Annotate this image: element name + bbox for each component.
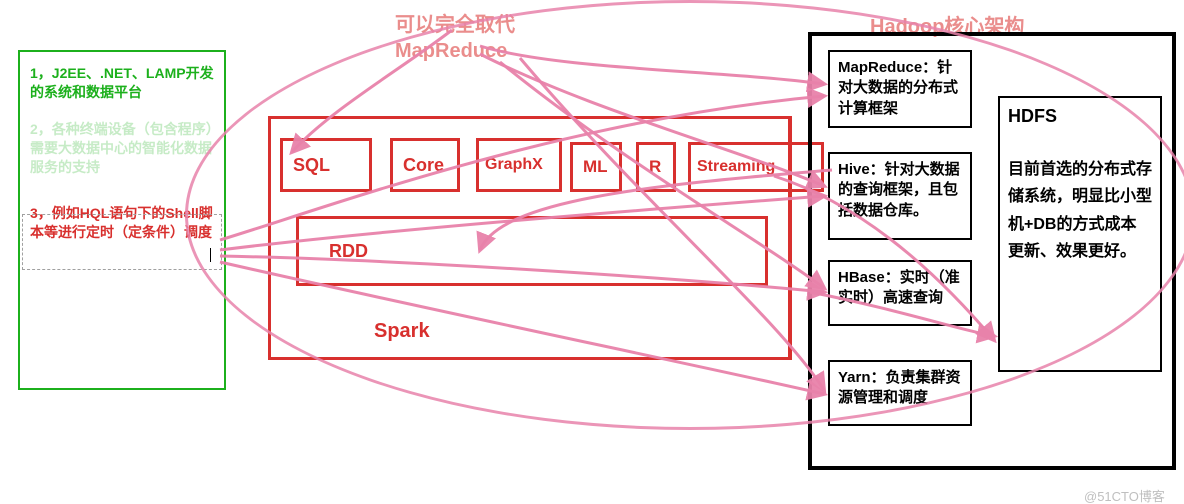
spark-module-core: Core [390,138,460,192]
selection-box [22,214,222,270]
left-item-2: 2，各种终端设备（包含程序）需要大数据中心的智能化数据服务的支持 [30,120,214,177]
spark-module-label: ML [583,157,608,177]
diagram-canvas: 1，J2EE、.NET、LAMP开发的系统和数据平台 2，各种终端设备（包含程序… [0,0,1184,504]
spark-module-label: R [649,157,661,177]
spark-rdd-label: RDD [329,241,368,262]
hadoop-box-hbase: HBase：实时（准实时）高速查询 [828,260,972,326]
hadoop-box-text: HBase：实时（准实时）高速查询 [838,269,960,306]
hadoop-box-mapreduce: MapReduce：针对大数据的分布式计算框架 [828,50,972,128]
spark-module-graphx: GraphX [476,138,562,192]
spark-module-sql: SQL [280,138,372,192]
spark-module-label: Core [403,155,444,176]
hadoop-box-text: MapReduce：针对大数据的分布式计算框架 [838,59,958,117]
hdfs-title: HDFS [1008,104,1152,128]
annotation-line1: 可以完全取代 [395,8,515,37]
text-cursor-icon [210,248,211,262]
hadoop-box-yarn: Yarn：负责集群资源管理和调度 [828,360,972,426]
spark-module-streaming: Streaming [688,142,824,192]
spark-module-label: SQL [293,155,330,176]
spark-module-label: Streaming [697,158,775,176]
hadoop-hdfs: HDFS 目前首选的分布式存储系统，明显比小型机+DB的方式成本更新、效果更好。 [998,96,1162,372]
spark-module-ml: ML [570,142,622,192]
hadoop-box-text: Hive：针对大数据的查询框架，且包括数据仓库。 [838,161,960,219]
spark-module-r: R [636,142,676,192]
hdfs-body: 目前首选的分布式存储系统，明显比小型机+DB的方式成本更新、效果更好。 [1008,156,1152,265]
left-item-1: 1，J2EE、.NET、LAMP开发的系统和数据平台 [30,64,214,102]
hadoop-box-text: Yarn：负责集群资源管理和调度 [838,369,961,406]
spark-rdd: RDD [296,216,768,286]
spark-module-label: GraphX [485,156,543,174]
spark-label: Spark [374,320,430,343]
annotation-line2: MapReduce [395,40,507,63]
hadoop-box-hive: Hive：针对大数据的查询框架，且包括数据仓库。 [828,152,972,240]
watermark: @51CTO博客 [1084,486,1165,504]
